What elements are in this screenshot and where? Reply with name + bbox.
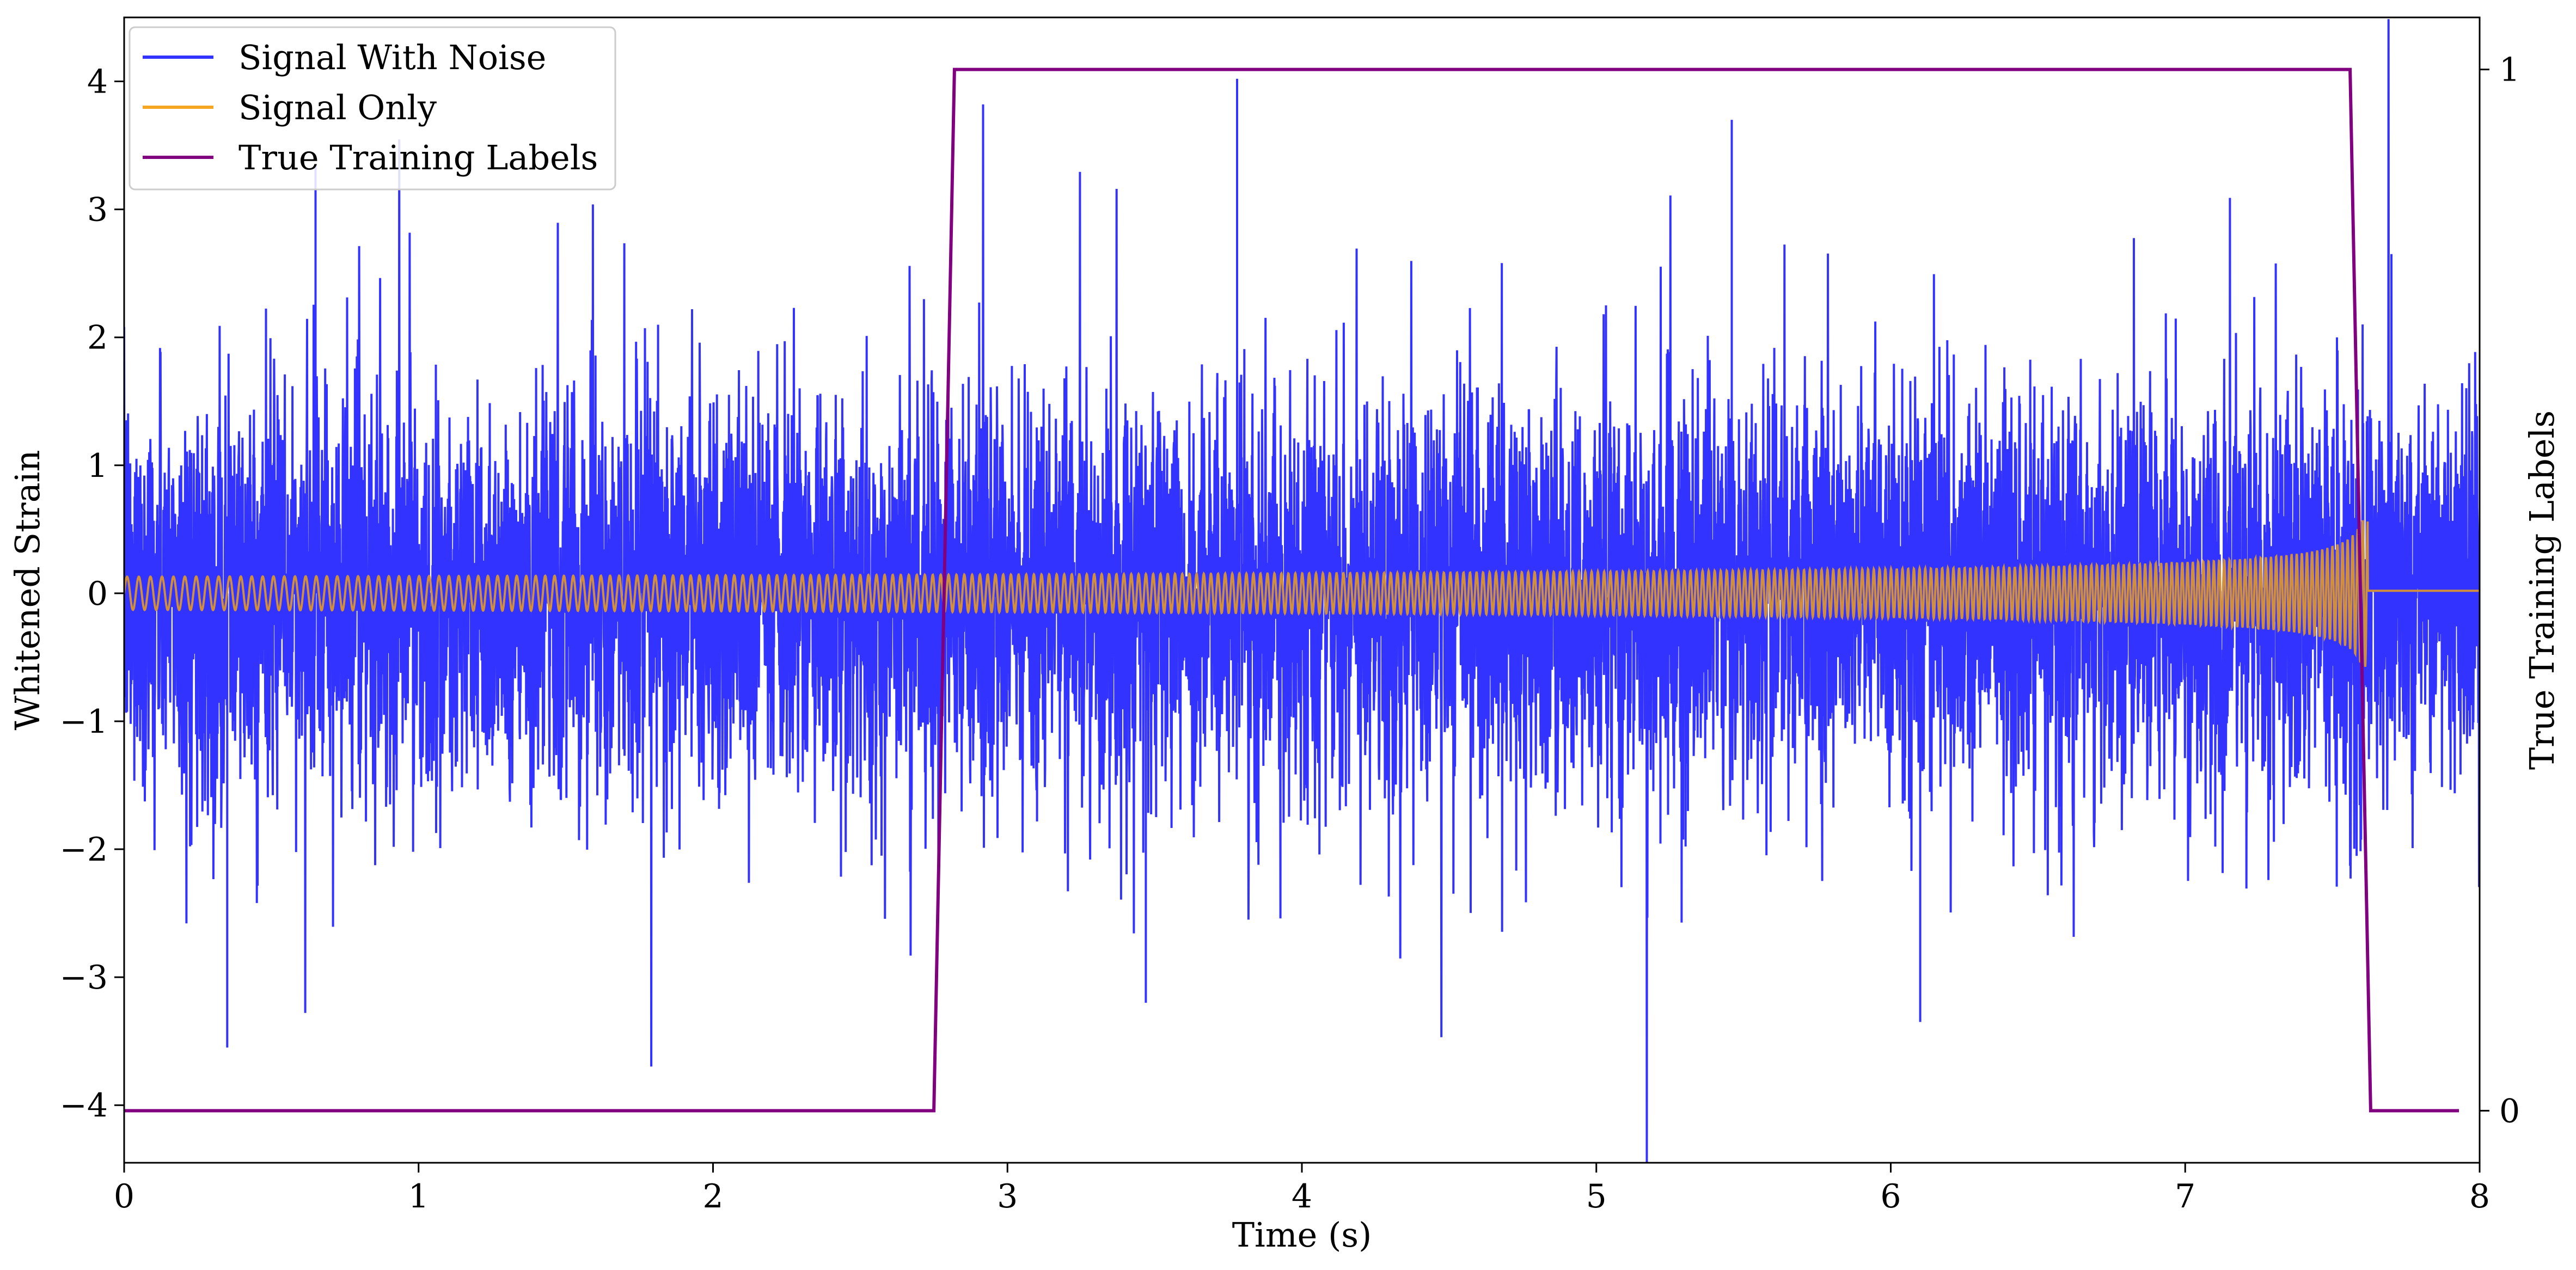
y-tick-label: −2 xyxy=(60,831,108,869)
y-axis-right: 01 xyxy=(2480,51,2520,1130)
y-tick-label: −1 xyxy=(60,703,108,741)
y-tick-label: −3 xyxy=(60,959,108,997)
legend-box xyxy=(129,26,616,191)
x-tick-label: 7 xyxy=(2175,1177,2195,1216)
legend-label-signal-with-noise: Signal With Noise xyxy=(238,38,546,77)
y-tick-label: 1 xyxy=(87,447,108,485)
legend-label-true-training-labels: True Training Labels xyxy=(238,138,598,177)
series-signal-only xyxy=(124,520,2480,667)
legend-label-signal-only: Signal Only xyxy=(238,88,437,127)
legend: Signal With Noise Signal Only True Train… xyxy=(129,26,616,191)
y-right-tick-label: 1 xyxy=(2499,51,2520,89)
series-signal-with-noise xyxy=(124,19,2480,1163)
x-axis: 0 1 2 3 4 5 6 7 8 xyxy=(114,1163,2490,1216)
y-tick-label: 0 xyxy=(87,575,108,613)
y-tick-label: −4 xyxy=(60,1087,108,1125)
x-tick-label: 3 xyxy=(997,1177,1018,1216)
plot-area xyxy=(124,19,2480,1163)
x-tick-label: 1 xyxy=(408,1177,429,1216)
y-axis-left: −4 −3 −2 −1 0 1 2 3 4 xyxy=(60,63,124,1125)
x-tick-label: 6 xyxy=(1880,1177,1901,1216)
y-right-tick-label: 0 xyxy=(2499,1092,2520,1130)
x-tick-label: 4 xyxy=(1292,1177,1312,1216)
x-tick-label: 0 xyxy=(114,1177,134,1216)
y-tick-label: 2 xyxy=(87,319,108,357)
x-tick-label: 5 xyxy=(1586,1177,1607,1216)
x-tick-label: 8 xyxy=(2469,1177,2490,1216)
y-axis-label-right: True Training Labels xyxy=(2522,410,2562,770)
y-axis-label-left: Whitened Strain xyxy=(8,450,47,731)
series-true-training-labels xyxy=(124,68,2459,1113)
y-tick-label: 4 xyxy=(87,63,108,101)
y-tick-label: 3 xyxy=(87,191,108,229)
x-tick-label: 2 xyxy=(702,1177,723,1216)
x-axis-label: Time (s) xyxy=(1232,1215,1372,1255)
